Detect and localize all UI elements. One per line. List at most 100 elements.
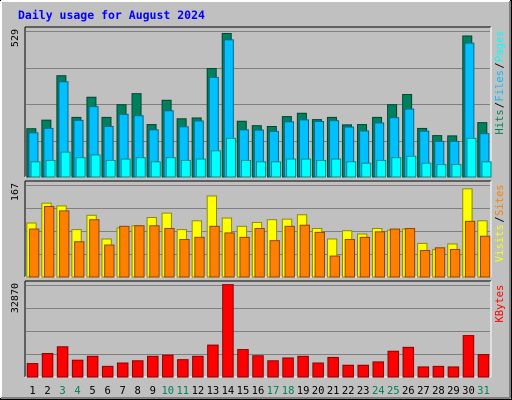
bar-sites-day-22 [344,239,356,278]
day-label-1: 1 [29,385,35,397]
bar-kbytes-day-31 [477,354,490,378]
panel-visits-sites: 167 Sites/ Visits [10,180,506,278]
bar-kbytes-day-26 [402,346,415,378]
day-label-14: 14 [222,385,235,397]
bar-kbytes-day-19 [297,355,309,378]
bar-kbytes-day-27 [417,366,430,378]
day-label-5: 5 [89,385,95,397]
bar-pages-day-13 [210,150,221,178]
bar-kbytes-day-5 [86,355,99,378]
day-label-25: 25 [387,385,400,397]
bar-pages-day-11 [180,159,191,178]
day-label-26: 26 [402,385,415,397]
bar-kbytes-day-9 [147,355,159,378]
day-label-24: 24 [372,385,385,397]
bar-kbytes-day-6 [101,365,114,378]
bar-pages-day-1 [30,161,41,178]
bar-sites-day-26 [404,228,416,278]
bar-kbytes-day-25 [387,350,400,378]
bar-kbytes-day-21 [327,356,339,378]
bar-kbytes-day-16 [252,355,264,378]
bar-kbytes-day-14 [222,284,234,378]
bar-kbytes-day-17 [267,360,279,378]
bar-kbytes-day-8 [131,360,144,378]
legend-sites: Sites [494,184,506,216]
bar-sites-day-16 [254,228,265,278]
bar-sites-day-20 [314,231,325,278]
day-label-29: 29 [447,385,460,397]
bar-sites-day-12 [194,236,205,278]
bar-kbytes-day-24 [372,361,385,378]
bar-sites-day-18 [284,225,295,278]
legend-visits: Visits [494,224,506,262]
bar-pages-day-20 [316,159,327,178]
day-label-16: 16 [252,385,265,397]
day-label-18: 18 [282,385,295,397]
bar-sites-day-30 [464,220,476,278]
bar-pages-day-17 [271,161,282,178]
day-label-6: 6 [105,385,111,397]
day-label-19: 19 [297,385,310,397]
bar-sites-day-9 [149,225,160,278]
bar-sites-day-14 [224,232,235,278]
bar-kbytes-day-3 [56,346,69,378]
bar-sites-day-13 [209,225,220,278]
bar-pages-day-27 [421,162,432,178]
bar-pages-day-16 [256,161,267,178]
bar-sites-day-17 [269,240,280,278]
bar-sites-day-23 [359,236,371,278]
day-label-22: 22 [342,385,355,397]
legend-hits: Hits [494,109,506,134]
bar-sites-day-11 [179,239,190,278]
panel-hits-files-pages: 529 Pages/Files/Hits [10,26,506,178]
legend: Sites/ Visits [494,184,506,262]
bar-kbytes-day-22 [342,364,354,378]
bar-pages-day-26 [406,155,417,178]
day-label-28: 28 [432,385,445,397]
day-label-21: 21 [327,385,340,397]
bar-pages-day-30 [466,137,477,178]
bar-pages-day-29 [451,164,462,178]
bar-pages-day-9 [150,161,161,178]
bar-pages-day-12 [195,158,206,178]
bar-pages-day-28 [436,164,447,178]
bar-pages-day-19 [301,158,312,178]
bar-sites-day-29 [449,248,461,278]
bar-kbytes-day-18 [282,357,294,378]
bar-sites-day-15 [239,236,250,278]
day-label-30: 30 [462,385,475,397]
chart-title: Daily usage for August 2024 [18,8,205,22]
bar-pages-day-4 [75,157,86,178]
legend: Pages/Files/Hits [494,30,506,134]
bar-kbytes-day-4 [71,359,84,378]
bar-pages-day-22 [346,161,357,178]
bar-kbytes-day-7 [116,362,129,378]
bar-sites-day-7 [119,225,130,278]
bar-sites-day-2 [44,205,55,278]
bar-sites-day-4 [74,241,85,278]
day-label-15: 15 [237,385,250,397]
bar-pages-day-2 [45,159,56,178]
bar-kbytes-day-28 [432,365,445,378]
bar-pages-day-14 [225,137,236,178]
bar-kbytes-day-11 [177,359,189,378]
day-label-13: 13 [207,385,220,397]
bar-pages-day-10 [165,157,176,178]
bar-sites-day-1 [29,228,40,278]
bar-kbytes-day-15 [237,349,249,378]
bar-sites-day-21 [329,255,340,278]
day-label-11: 11 [176,385,189,397]
bar-pages-day-6 [105,159,116,178]
bar-sites-day-27 [419,250,431,278]
day-label-27: 27 [417,385,430,397]
bar-pages-day-18 [286,158,297,178]
legend-files: Files [494,70,506,102]
day-label-23: 23 [357,385,370,397]
bar-pages-day-15 [240,159,251,178]
day-label-7: 7 [120,385,126,397]
bar-sites-day-24 [374,231,386,278]
bar-sites-day-25 [389,228,401,278]
legend: KBytes [494,285,506,323]
bar-kbytes-day-13 [207,344,219,378]
